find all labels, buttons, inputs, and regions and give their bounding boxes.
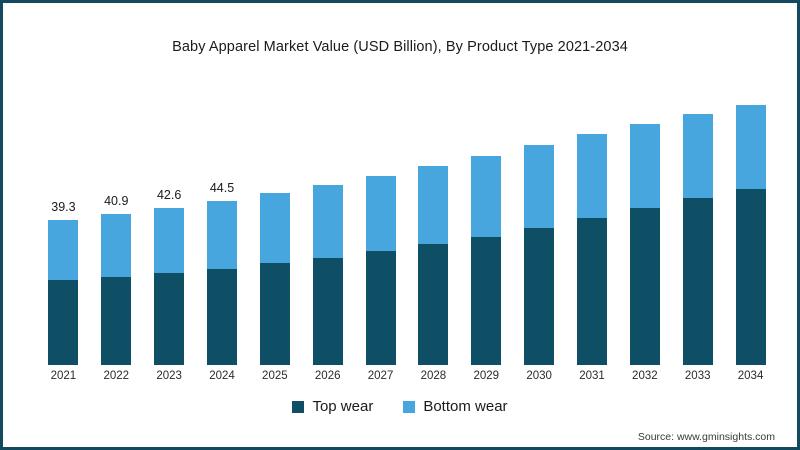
legend-item-bottom-wear[interactable]: Bottom wear [403, 398, 508, 415]
bar-stack [682, 114, 713, 365]
bar-segment-bottom-wear [576, 134, 607, 219]
x-axis-tick-label: 2032 [632, 370, 658, 382]
bar-group [618, 77, 671, 365]
bar-stack [576, 134, 607, 365]
x-axis-tick-label: 2029 [473, 370, 500, 382]
bar-group [407, 77, 460, 365]
bar-group [460, 77, 513, 365]
legend-item-label: Bottom wear [423, 398, 508, 415]
bar-segment-bottom-wear [682, 114, 713, 199]
legend-swatch-icon [403, 400, 416, 413]
legend-item-top-wear[interactable]: Top wear [292, 398, 373, 415]
bar-segment-top-wear [206, 268, 237, 365]
bar-stack [524, 144, 555, 365]
bar-group [724, 77, 777, 365]
bar-group [566, 77, 619, 365]
bar-stack [471, 155, 502, 365]
bar-group: 39.3 [37, 77, 90, 365]
legend-swatch-icon [292, 400, 305, 413]
chart-card-inner: Baby Apparel Market Value (USD Billion),… [6, 6, 794, 444]
bar-segment-top-wear [101, 276, 132, 365]
bar-segment-bottom-wear [48, 219, 79, 281]
bar-segment-top-wear [735, 188, 766, 365]
bar-stack [629, 123, 660, 365]
legend-item-label: Top wear [312, 398, 374, 415]
bar-segment-top-wear [576, 218, 607, 365]
bar-segment-top-wear [154, 273, 185, 365]
bar-segment-bottom-wear [418, 166, 449, 245]
bar-stack [735, 105, 766, 365]
bar-segment-bottom-wear [206, 200, 237, 269]
bar-segment-bottom-wear [365, 175, 396, 252]
x-axis-tick-label: 2031 [579, 370, 605, 382]
bar-segment-bottom-wear [471, 155, 502, 237]
bar-segment-top-wear [48, 280, 79, 365]
bar-segment-bottom-wear [735, 105, 766, 189]
bar-value-label: 39.3 [51, 199, 76, 214]
bar-group: 42.6 [143, 77, 196, 365]
x-axis: 2021 2022 2023 2024 2025 2026 2027 2028 2029 2030… [37, 367, 777, 389]
bar-group: 40.9 [90, 77, 143, 365]
bar-stack [312, 184, 343, 365]
x-axis-tick-label: 2030 [526, 370, 552, 382]
bar-segment-top-wear [418, 244, 449, 365]
chart-legend: Top wear Bottom wear [7, 398, 793, 415]
bar-segment-top-wear [365, 251, 396, 365]
bar-stack [48, 219, 79, 365]
x-axis-tick-label: 2024 [209, 370, 235, 382]
bar-group [671, 77, 724, 365]
bar-stack [418, 166, 449, 365]
bar-value-label: 40.9 [104, 194, 129, 208]
bar-segment-top-wear [471, 236, 502, 365]
bar-group [354, 77, 407, 365]
x-axis-tick-label: 2025 [262, 370, 288, 382]
x-axis-tick-label: 2028 [420, 370, 447, 382]
bar-group [248, 77, 301, 365]
x-axis-tick-label: 2034 [737, 370, 764, 382]
bar-group [513, 77, 566, 365]
bar-stack [206, 200, 237, 365]
bar-group: 44.5 [196, 77, 249, 365]
bar-stack [154, 207, 185, 365]
bar-stack [259, 192, 290, 365]
bar-group [301, 77, 354, 365]
bar-value-label: 44.5 [209, 180, 235, 195]
x-axis-tick-label: 2027 [367, 370, 394, 382]
plot-area: 39.3 40.9 42.6 44.5 [37, 77, 777, 365]
source-note: Source: www.gminsights.com [637, 431, 775, 443]
bar-stack [365, 175, 396, 365]
bar-segment-top-wear [682, 198, 713, 365]
x-axis-tick-label: 2021 [50, 370, 77, 382]
page-title: Baby Apparel Market Value (USD Billion),… [172, 39, 628, 55]
bar-segment-top-wear [629, 208, 660, 365]
bar-value-label: 42.6 [156, 187, 182, 202]
bar-segment-bottom-wear [259, 192, 290, 264]
bar-segment-bottom-wear [154, 207, 185, 274]
x-axis-tick-label: 2022 [103, 370, 130, 382]
bar-segment-bottom-wear [101, 214, 132, 277]
bar-stack [101, 214, 132, 365]
bar-segment-bottom-wear [312, 184, 343, 258]
bar-segment-top-wear [524, 227, 555, 365]
bar-segment-bottom-wear [524, 144, 555, 228]
x-axis-tick-label: 2033 [684, 370, 711, 382]
x-axis-tick-label: 2026 [314, 370, 341, 382]
bar-segment-bottom-wear [629, 123, 660, 209]
x-axis-tick-label: 2023 [156, 370, 182, 382]
bar-segment-top-wear [312, 257, 343, 365]
bar-segment-top-wear [259, 263, 290, 365]
